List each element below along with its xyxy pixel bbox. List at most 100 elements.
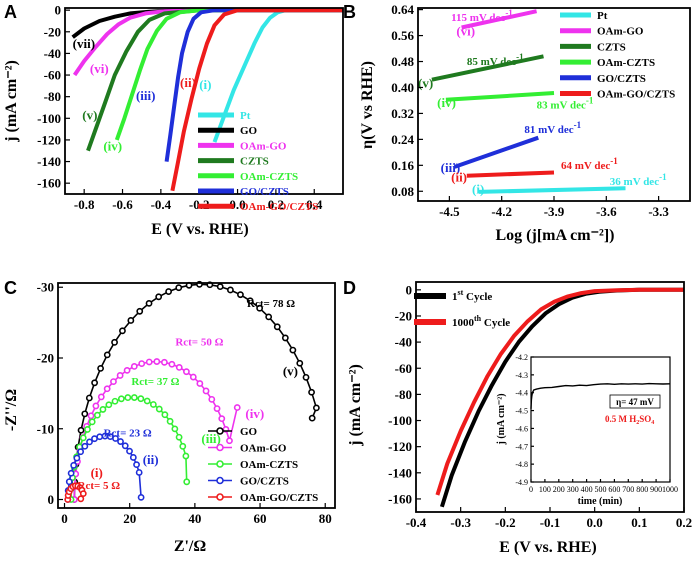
rct-label-rct-50: Rct= 50 Ω <box>175 336 223 348</box>
nyquist-point <box>302 373 310 381</box>
nyquist-point <box>233 404 241 411</box>
inset-ticks: 0 100 200 300 400 500 600 700 800 900 1000 -4.2 -4.3… <box>515 353 678 494</box>
curve-label-vi: (vi) <box>456 24 475 39</box>
y-tick-label: 0.56 <box>391 28 414 43</box>
panel-d-label: D <box>343 278 356 298</box>
nyquist-point <box>103 351 111 359</box>
series-go-czts <box>453 135 539 169</box>
rct-label-rct-78: Rct= 78 Ω <box>247 298 295 310</box>
legend-text: Cycle <box>481 317 510 329</box>
legend-label-go-czts: GO/CZTS <box>597 73 646 85</box>
nyquist-point <box>97 393 105 401</box>
slope-exponent: -1 <box>574 120 582 130</box>
nyquist-point <box>116 372 124 379</box>
legend-label-1000th-cycle: 1000th Cycle <box>452 314 510 329</box>
y-tick-label: -40 <box>44 46 61 61</box>
curve-label-vii: (vii) <box>73 36 95 51</box>
panel-b-series <box>431 9 626 194</box>
y-tick-label: -20 <box>395 308 412 323</box>
y-tick-label: 0.64 <box>391 2 414 17</box>
legend-label-oam-go: OAm-GO <box>240 140 287 152</box>
panel-d: D -0.4 -0.3 -0.2 -0.1 0.0 0.1 0.2 0 -20 -40 -60 -80… <box>343 278 692 556</box>
electrolyte-main: 0.5 M H <box>605 414 636 424</box>
nyquist-point <box>153 358 161 365</box>
legend-marker-go-czts <box>216 476 224 485</box>
nyquist-point <box>168 360 176 368</box>
nyquist-point <box>226 437 233 445</box>
series-oam-go-czts <box>170 8 343 192</box>
legend-label-oam-go-czts: OAm-GO/CZTS <box>240 492 318 504</box>
nyquist-point <box>273 323 281 331</box>
x-tick-label: 700 <box>622 485 634 494</box>
nyquist-point <box>296 359 304 367</box>
panel-b-annotations: 115 mV dec-185 mV dec-183 mV dec-181 mV … <box>418 8 667 197</box>
nyquist-point <box>160 358 168 366</box>
nyquist-point <box>166 417 174 425</box>
panel-a: A (vii) (vi) (v) (iv) (iii) (ii) (i) -0.8 -0.6 -… <box>3 2 344 238</box>
nyquist-point <box>117 438 124 445</box>
nyquist-point <box>265 313 273 321</box>
x-tick-label: 20 <box>123 511 136 526</box>
nyquist-point <box>171 425 179 433</box>
nyquist-point <box>183 368 190 376</box>
legend-label-czts: CZTS <box>240 156 269 168</box>
series-oam-go-czts <box>466 170 555 178</box>
y-tick-label: -30 <box>37 280 54 295</box>
y-tick-label: -10 <box>37 421 54 436</box>
panel-b: B 115 mV dec-185 mV dec-183 mV dec-181 m… <box>343 2 691 244</box>
inset-frame <box>530 356 671 483</box>
legend-label-oam-czts: OAm-CZTS <box>597 57 655 69</box>
nyquist-point <box>135 469 143 476</box>
nyquist-point <box>124 394 132 401</box>
rct-label-rct-5: Rct= 5 Ω <box>78 480 121 492</box>
nyquist-point <box>96 433 104 441</box>
nyquist-point <box>143 397 151 405</box>
x-tick-label: 900 <box>650 485 662 494</box>
nyquist-point <box>196 380 204 387</box>
panel-a-annotations: (vii) (vi) (v) (iv) (iii) (ii) (i) <box>73 36 212 154</box>
nyquist-point <box>145 358 153 366</box>
inset-eta-label: η= 47 mV <box>616 397 654 407</box>
x-tick-label: 60 <box>254 511 267 526</box>
nyquist-point <box>87 412 95 420</box>
nyquist-point <box>175 433 183 441</box>
nyquist-point <box>112 435 119 442</box>
legend-marker-go <box>216 427 224 435</box>
series-1000th-cycle <box>435 287 684 496</box>
nyquist-point <box>91 379 99 387</box>
y-tick-label: -100 <box>388 413 412 428</box>
panel-c-legend: GO OAm-GO OAm-CZTS GO/CZTS OAm-GO/CZTS <box>208 426 318 504</box>
x-tick-label: 0 <box>529 485 533 494</box>
x-tick-label: 40 <box>188 511 201 526</box>
curve-label-ii: (ii) <box>451 170 467 185</box>
nyquist-point <box>111 338 118 346</box>
nyquist-point <box>145 299 153 307</box>
x-tick-label: 500 <box>595 485 607 494</box>
x-tick-label: 1000 <box>662 485 678 494</box>
panel-c-frame <box>57 282 336 509</box>
nyquist-point <box>308 388 315 396</box>
y-tick-label: 0 <box>406 282 413 297</box>
nyquist-point <box>123 366 131 374</box>
nyquist-point <box>84 426 91 433</box>
x-tick-label: -0.4 <box>406 515 427 530</box>
legend-label-oam-go-czts: OAm-GO/CZTS <box>240 201 318 213</box>
nyquist-point <box>65 478 73 486</box>
nyquist-point <box>93 411 101 419</box>
nyquist-point <box>149 401 157 408</box>
nyquist-point <box>213 405 221 413</box>
curve-label-i: (i) <box>91 465 103 480</box>
y-tick-label: -4.3 <box>515 371 528 380</box>
nyquist-point <box>103 385 111 393</box>
slope-value: 115 mV dec <box>451 12 505 24</box>
x-tick-label: 600 <box>608 485 620 494</box>
x-tick-label: -0.8 <box>74 197 95 212</box>
y-tick-label: -60 <box>395 361 412 376</box>
y-tick-label: 0.48 <box>391 54 414 69</box>
y-tick-label: -20 <box>37 351 54 366</box>
x-tick-label: 100 <box>539 485 551 494</box>
nyquist-point <box>97 365 104 372</box>
nyquist-point <box>105 401 113 409</box>
nyquist-point <box>133 461 140 469</box>
